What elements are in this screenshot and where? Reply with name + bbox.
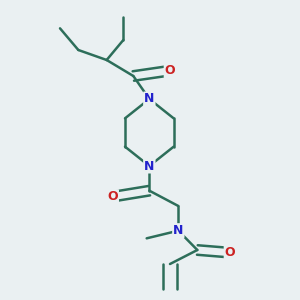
Text: N: N [144,160,154,172]
Text: N: N [173,224,184,237]
Text: O: O [165,64,175,77]
Text: N: N [144,92,154,106]
Text: O: O [107,190,118,203]
Text: O: O [225,246,235,259]
